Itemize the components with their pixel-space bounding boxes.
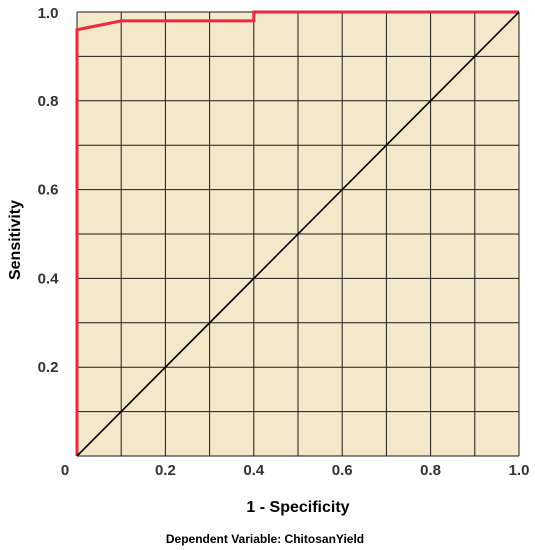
x-tick-label: 0 — [61, 462, 69, 479]
roc-curve — [75, 10, 519, 456]
chart-footnote: Dependent Variable: ChitosanYield — [166, 532, 364, 546]
series-layer — [75, 10, 520, 457]
y-tick-labels: 0.2 0.4 0.6 0.8 1.0 — [38, 5, 60, 376]
y-tick-label: 1.0 — [38, 5, 59, 22]
x-tick-label: 0.6 — [332, 462, 353, 479]
y-tick-label: 0.4 — [38, 270, 60, 287]
x-tick-label: 0.4 — [243, 462, 265, 479]
x-tick-label: 0.8 — [420, 462, 441, 479]
y-axis-title: Sensitivity — [7, 200, 24, 280]
y-tick-label: 0.6 — [38, 182, 59, 199]
x-axis-title: 1 - Specificity — [246, 499, 349, 516]
x-tick-labels: 0 0.2 0.4 0.6 0.8 1.0 — [61, 462, 530, 479]
y-tick-label: 0.8 — [38, 93, 59, 110]
y-tick-label: 0.2 — [38, 359, 59, 376]
x-tick-label: 0.2 — [155, 462, 176, 479]
x-tick-label: 1.0 — [509, 462, 530, 479]
reference-diagonal — [76, 11, 520, 457]
